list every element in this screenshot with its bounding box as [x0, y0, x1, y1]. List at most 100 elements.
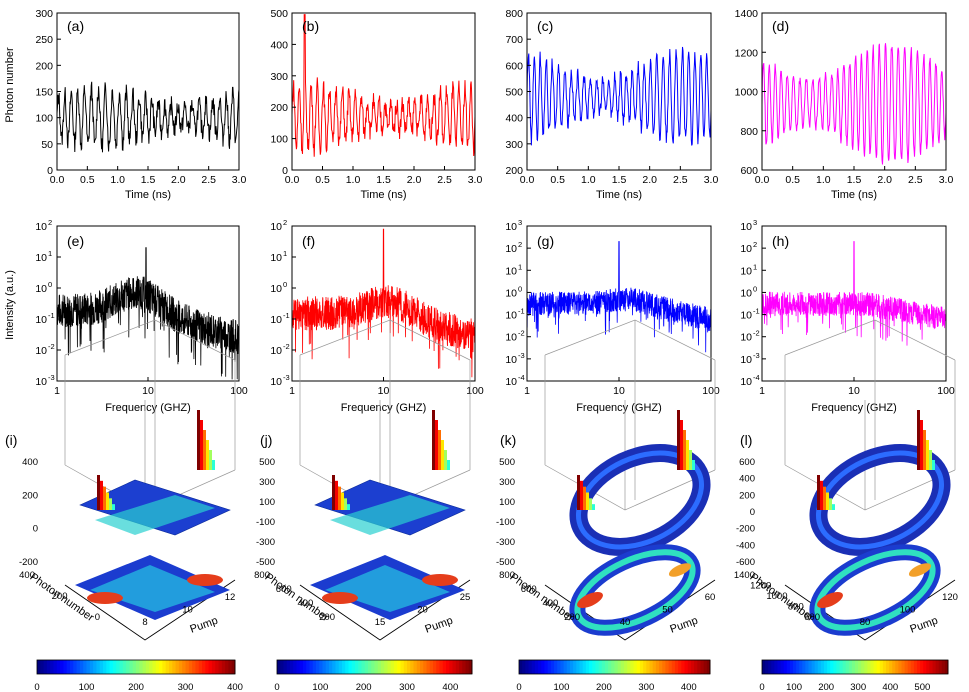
colorbar-segment [771, 660, 775, 674]
colorbar-segment [155, 660, 160, 674]
y-tick-label: 0 [47, 165, 53, 177]
peak-bar [932, 460, 935, 470]
y-tick-label: 600 [804, 612, 820, 623]
upper-ring-highlight [815, 450, 945, 550]
y-tick-label: 10 [505, 354, 517, 366]
colorbar-segment [112, 660, 117, 674]
z-tick-label: -500 [496, 557, 515, 568]
colorbar-segment [53, 660, 58, 674]
colorbar-segment [814, 660, 819, 674]
panel-label: (h) [772, 233, 789, 249]
colorbar-segment [519, 660, 523, 674]
colorbar-segment [700, 660, 705, 674]
y-tick-label: 300 [270, 71, 288, 83]
colorbar-segment [221, 660, 226, 674]
colorbar-tick-label: 200 [128, 682, 144, 692]
floor-hotspot [577, 591, 603, 609]
colorbar-segment [446, 660, 450, 674]
colorbar-segment [617, 660, 622, 674]
colorbar-segment [50, 660, 54, 674]
peak-bar [577, 475, 580, 510]
x-tick-label: 2.0 [877, 174, 892, 186]
colorbar-frame [36, 659, 236, 675]
colorbar-segment [706, 660, 711, 674]
y-tick-label: 700 [505, 34, 523, 46]
z-tick-label: 300 [259, 477, 275, 488]
colorbar-frame [761, 659, 949, 675]
y-tick-label: 800 [505, 8, 523, 20]
z-tick-label: -100 [256, 517, 275, 528]
colorbar-segment [839, 660, 844, 674]
peak-bar [347, 504, 350, 510]
spectrum-trace [291, 228, 476, 378]
colorbar-segment [855, 660, 859, 674]
y-tick-exponent: 1 [518, 262, 522, 271]
colorbar-segment [938, 660, 943, 674]
y-tick-exponent: -1 [753, 307, 760, 316]
x-tick-label: 3.0 [939, 174, 954, 186]
panel-label: (j) [260, 432, 272, 448]
colorbar-segment [595, 660, 600, 674]
peak-bar [592, 504, 595, 510]
colorbar-segment [355, 660, 359, 674]
colorbar-segment [531, 660, 536, 674]
row1-ylabel: Photon number [4, 47, 16, 123]
colorbar-tick-label: 300 [399, 682, 415, 692]
colorbar-tick-label: 300 [638, 682, 654, 692]
peak-bar [917, 410, 920, 470]
y-axis-label: Photon number [507, 571, 576, 624]
colorbar-segment [674, 660, 679, 674]
colorbar-segment [377, 660, 382, 674]
colorbar-segment [649, 660, 654, 674]
colorbar-segment [329, 660, 333, 674]
colorbar-segment [139, 660, 144, 674]
colorbar-segment [929, 660, 933, 674]
colorbar-segment [910, 660, 915, 674]
y-tick-label: 800 [788, 602, 804, 613]
colorbar-segment [560, 660, 565, 674]
colorbar-segment [390, 660, 395, 674]
colorbar-segment [325, 660, 330, 674]
panel-label: (f) [302, 233, 315, 249]
colorbar-segment [777, 660, 782, 674]
z-tick-label: 600 [739, 457, 755, 468]
y-tick-label: 1000 [766, 591, 787, 602]
y-tick-exponent: 0 [753, 284, 757, 293]
colorbar-segment [122, 660, 127, 674]
colorbar-segment [175, 660, 180, 674]
colorbar-segment [694, 660, 698, 674]
colorbar-segment [907, 660, 912, 674]
colorbar-segment [452, 660, 457, 674]
colorbar-segment [178, 660, 183, 674]
colorbar-segment [172, 660, 177, 674]
upper-ring-highlight [575, 450, 705, 550]
z-tick-label: -400 [736, 540, 755, 551]
z-tick-label: -600 [736, 557, 755, 568]
floor-hotspot [817, 591, 843, 609]
colorbar-segment [228, 660, 233, 674]
surface-panel-l: 6004002000-200-400-600140012001000800600… [734, 319, 958, 692]
x-tick-label: 2.5 [908, 174, 923, 186]
colorbar-segment [436, 660, 440, 674]
x-tick-label: 10 [378, 385, 390, 397]
y-tick-label: 200 [270, 102, 288, 114]
x-tick-label: 2.0 [407, 174, 422, 186]
y-tick-exponent: -2 [518, 329, 525, 338]
colorbar-segment [231, 660, 236, 674]
y-tick-label: 50 [41, 139, 53, 151]
colorbar-segment [185, 660, 190, 674]
x-tick-label: 8 [142, 617, 147, 628]
x-tick-label: 0.0 [50, 174, 65, 186]
colorbar-segment [283, 660, 288, 674]
colorbar-segment [848, 660, 853, 674]
colorbar-segment [836, 660, 840, 674]
x-tick-label: 1.0 [346, 174, 361, 186]
x-tick-label: 2.5 [673, 174, 688, 186]
colorbar-segment [351, 660, 356, 674]
x-tick-label: 10 [182, 605, 193, 616]
y-tick-label: 10 [35, 345, 47, 357]
colorbar-segment [152, 660, 157, 674]
colorbar-segment [368, 660, 372, 674]
